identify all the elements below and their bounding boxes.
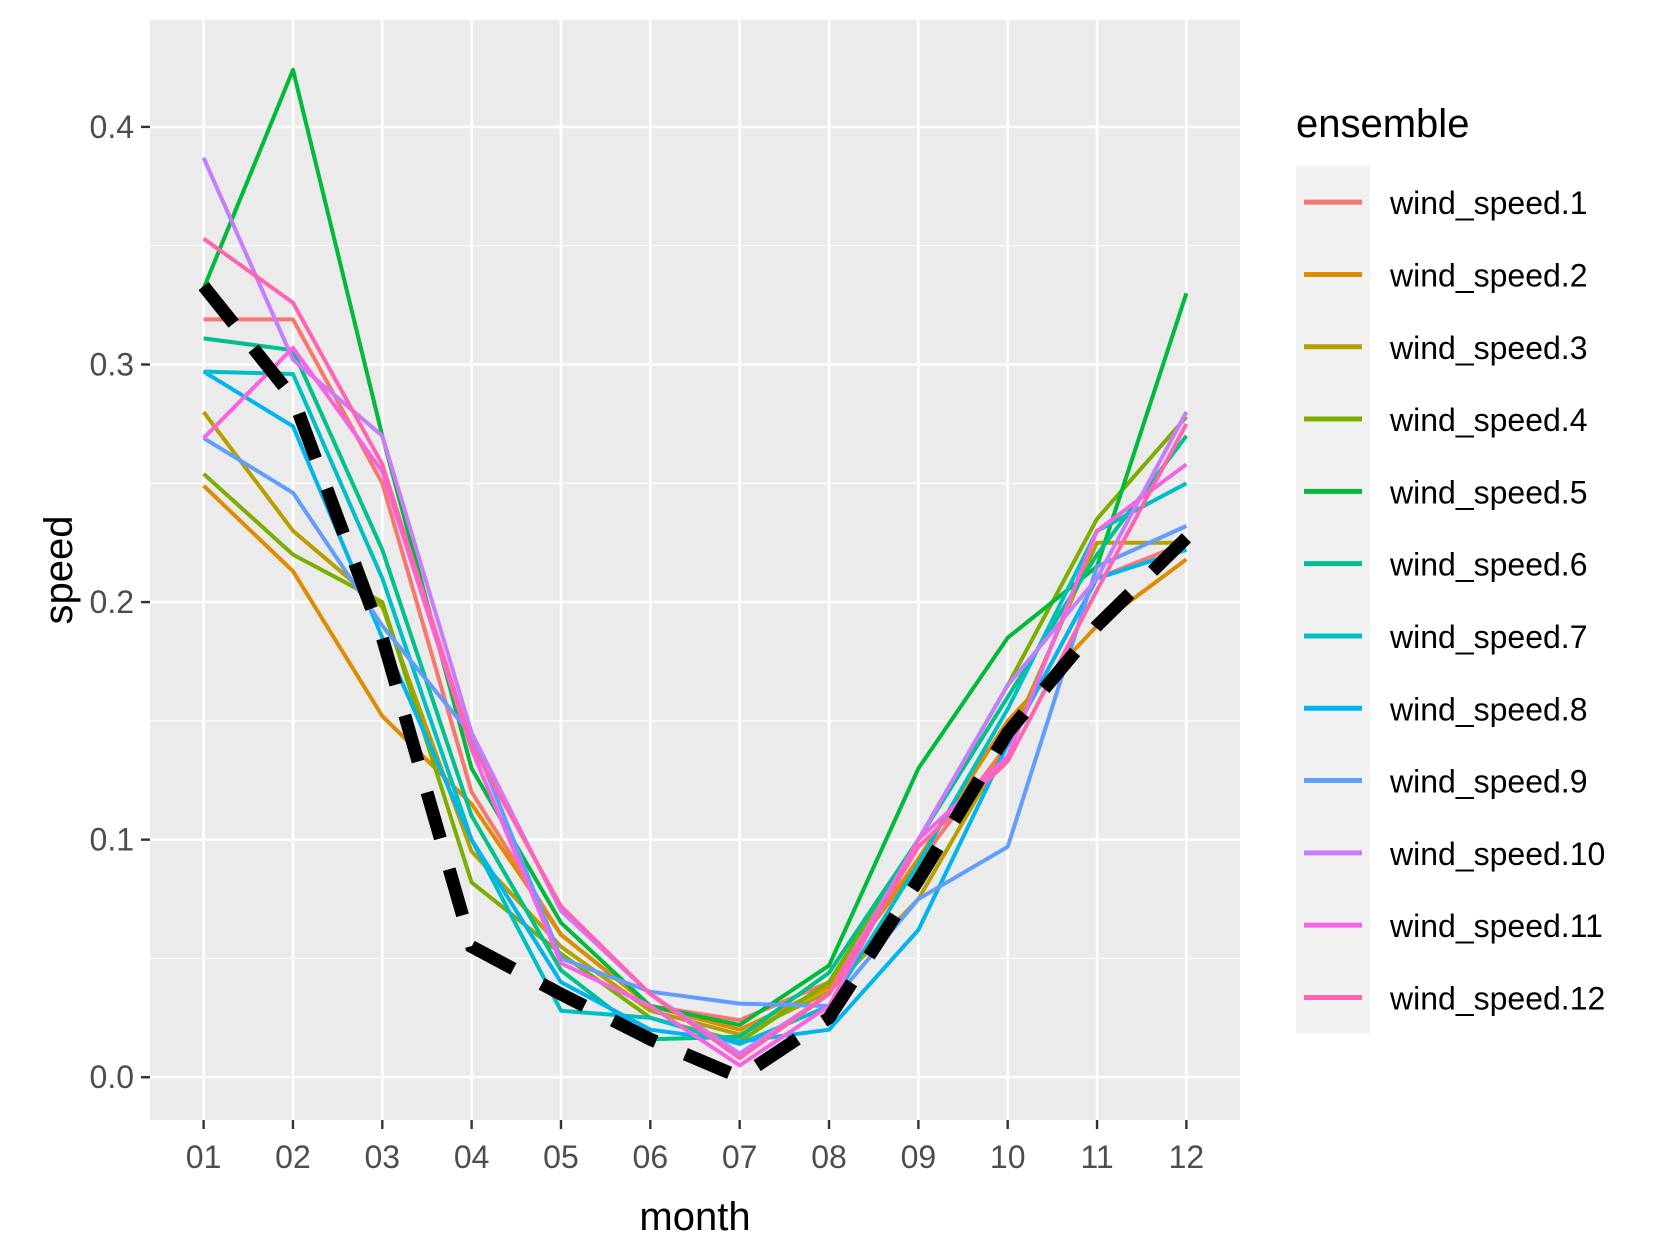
series-line xyxy=(202,236,1189,1061)
series-line xyxy=(201,67,1189,1027)
legend-label: wind_speed.12 xyxy=(1389,980,1605,1016)
x-axis-title: month xyxy=(639,1195,750,1237)
y-tick-label: 0.0 xyxy=(90,1059,134,1095)
legend-label: wind_speed.7 xyxy=(1389,619,1587,655)
reference-layer xyxy=(198,282,1191,1085)
x-tick-label: 01 xyxy=(186,1139,222,1175)
plot-panel xyxy=(150,20,1240,1120)
x-tick-label: 09 xyxy=(901,1139,937,1175)
y-axis-title: speed xyxy=(37,516,81,625)
y-tick-label: 0.1 xyxy=(90,822,134,858)
series-line xyxy=(202,484,1188,1032)
legend-title: ensemble xyxy=(1296,102,1469,146)
x-tick-label: 02 xyxy=(275,1139,311,1175)
legend-label: wind_speed.4 xyxy=(1389,402,1587,438)
x-tick-label: 12 xyxy=(1169,1139,1205,1175)
legend-label: wind_speed.2 xyxy=(1389,257,1587,293)
x-tick-label: 06 xyxy=(633,1139,669,1175)
grid-major xyxy=(150,20,1240,1120)
x-tick-label: 11 xyxy=(1080,1139,1113,1175)
y-tick-label: 0.2 xyxy=(90,584,134,620)
legend: ensemble wind_speed.1wind_speed.2wind_sp… xyxy=(1296,102,1605,1034)
legend-label: wind_speed.10 xyxy=(1389,836,1605,872)
series-line xyxy=(203,369,1188,1046)
x-tick-label: 05 xyxy=(543,1139,579,1175)
x-tick-label: 07 xyxy=(722,1139,758,1175)
legend-label: wind_speed.8 xyxy=(1389,691,1587,727)
legend-key-background xyxy=(1296,166,1370,1034)
legend-label: wind_speed.6 xyxy=(1389,547,1587,583)
reference-line xyxy=(198,282,1191,1085)
legend-label: wind_speed.9 xyxy=(1389,764,1587,800)
legend-label: wind_speed.11 xyxy=(1389,908,1603,944)
x-tick-label: 10 xyxy=(990,1139,1026,1175)
y-tick-label: 0.3 xyxy=(90,346,134,382)
y-axis: 0.0 0.1 0.2 0.3 0.4 xyxy=(90,109,150,1095)
x-tick-label: 08 xyxy=(811,1139,847,1175)
legend-label: wind_speed.1 xyxy=(1389,185,1587,221)
grid-minor xyxy=(150,245,1240,960)
legend-label: wind_speed.5 xyxy=(1389,474,1587,510)
y-tick-label: 0.4 xyxy=(90,109,134,145)
x-tick-label: 03 xyxy=(364,1139,400,1175)
x-axis: 01 02 03 04 05 06 07 08 09 10 11 12 xyxy=(186,1120,1204,1175)
legend-label: wind_speed.3 xyxy=(1389,330,1587,366)
x-tick-label: 04 xyxy=(454,1139,490,1175)
legend-items: wind_speed.1 wind_speed.2 wind_speed.3wind… xyxy=(1304,185,1605,1016)
